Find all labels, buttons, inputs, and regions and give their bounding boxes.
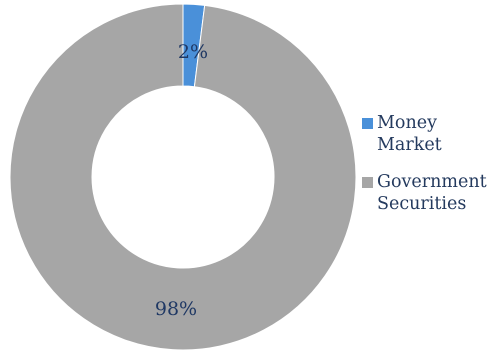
donut-slices (9, 3, 357, 351)
slice-government-securities (9, 3, 357, 351)
data-labels: 2% 98% (155, 41, 208, 320)
data-label-money-market: 2% (178, 41, 208, 63)
legend-swatch-government-securities (362, 177, 373, 188)
legend: Money Market Government Securities (362, 112, 500, 230)
data-label-government-securities: 98% (155, 298, 197, 320)
legend-label-government-securities: Government Securities (377, 172, 487, 214)
legend-swatch-money-market (362, 118, 373, 129)
legend-item-money-market: Money Market (362, 112, 500, 156)
legend-label-money-market: Money Market (377, 113, 442, 155)
legend-item-government-securities: Government Securities (362, 171, 500, 215)
donut-chart: 2% 98% (9, 3, 357, 351)
